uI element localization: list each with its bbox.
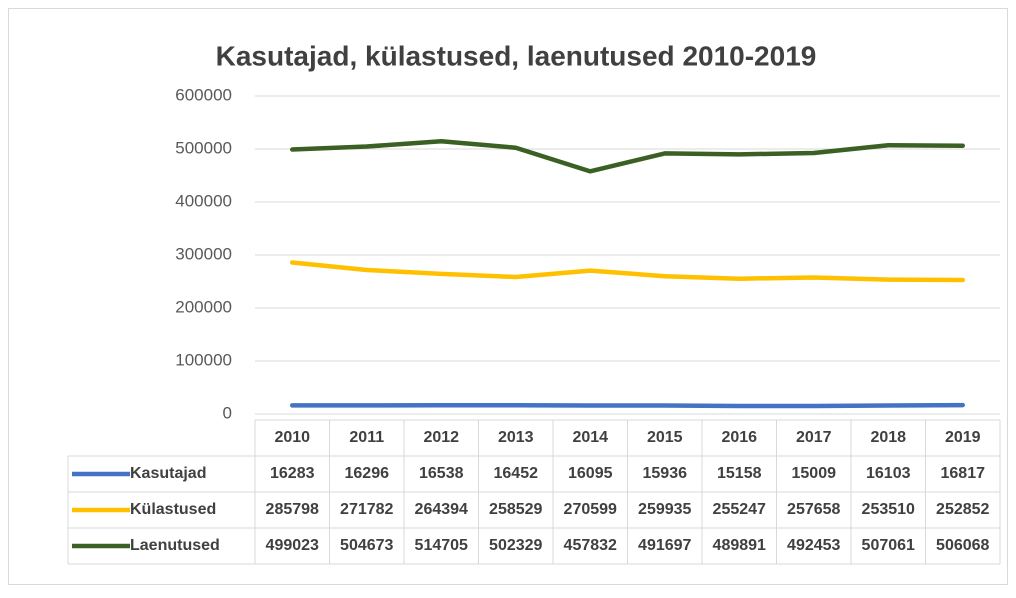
x-tick-label: 2012 xyxy=(423,429,459,446)
table-value: 270599 xyxy=(564,501,617,518)
chart-border xyxy=(8,8,1008,585)
series-line xyxy=(290,260,965,283)
table-value: 16296 xyxy=(345,465,390,482)
x-tick-label: 2010 xyxy=(274,429,310,446)
table-value: 16095 xyxy=(568,465,613,482)
table-value: 15158 xyxy=(717,465,762,482)
y-tick-label: 200000 xyxy=(175,297,232,316)
legend-label: Kasutajad xyxy=(130,465,206,482)
table-value: 16283 xyxy=(270,465,315,482)
y-tick-label: 600000 xyxy=(175,85,232,104)
x-tick-label: 2015 xyxy=(647,429,683,446)
chart-title: Kasutajad, külastused, laenutused 2010-2… xyxy=(216,40,817,71)
table-value: 271782 xyxy=(340,501,393,518)
x-tick-label: 2013 xyxy=(498,429,534,446)
table-value: 285798 xyxy=(266,501,319,518)
table-value: 259935 xyxy=(638,501,691,518)
table-value: 489891 xyxy=(713,537,766,554)
x-tick-label: 2018 xyxy=(870,429,906,446)
table-value: 15009 xyxy=(792,465,837,482)
x-tick-label: 2019 xyxy=(945,429,981,446)
y-tick-label: 0 xyxy=(223,403,232,422)
table-value: 499023 xyxy=(266,537,319,554)
table-value: 506068 xyxy=(936,537,989,554)
y-tick-label: 100000 xyxy=(175,350,232,369)
table-value: 16538 xyxy=(419,465,464,482)
legend-label: Külastused xyxy=(130,501,216,518)
table-value: 504673 xyxy=(340,537,393,554)
table-value: 15936 xyxy=(643,465,688,482)
x-tick-label: 2016 xyxy=(721,429,757,446)
x-tick-label: 2011 xyxy=(349,429,384,446)
x-tick-label: 2017 xyxy=(796,429,832,446)
table-value: 16452 xyxy=(494,465,539,482)
table-value: 264394 xyxy=(415,501,468,518)
y-tick-label: 300000 xyxy=(175,244,232,263)
legend-label: Laenutused xyxy=(130,537,220,554)
table-value: 16817 xyxy=(941,465,986,482)
table-value: 507061 xyxy=(862,537,915,554)
table-value: 514705 xyxy=(415,537,468,554)
table-value: 257658 xyxy=(787,501,840,518)
x-tick-label: 2014 xyxy=(572,429,608,446)
table-value: 491697 xyxy=(638,537,691,554)
table-value: 457832 xyxy=(564,537,617,554)
table-value: 16103 xyxy=(866,465,911,482)
table-value: 253510 xyxy=(862,501,915,518)
series-line xyxy=(290,402,965,409)
series-line xyxy=(290,138,965,174)
table-value: 252852 xyxy=(936,501,989,518)
table-value: 258529 xyxy=(489,501,542,518)
table-value: 492453 xyxy=(787,537,840,554)
y-tick-label: 500000 xyxy=(175,138,232,157)
table-value: 255247 xyxy=(713,501,766,518)
y-tick-label: 400000 xyxy=(175,191,232,210)
table-value: 502329 xyxy=(489,537,542,554)
